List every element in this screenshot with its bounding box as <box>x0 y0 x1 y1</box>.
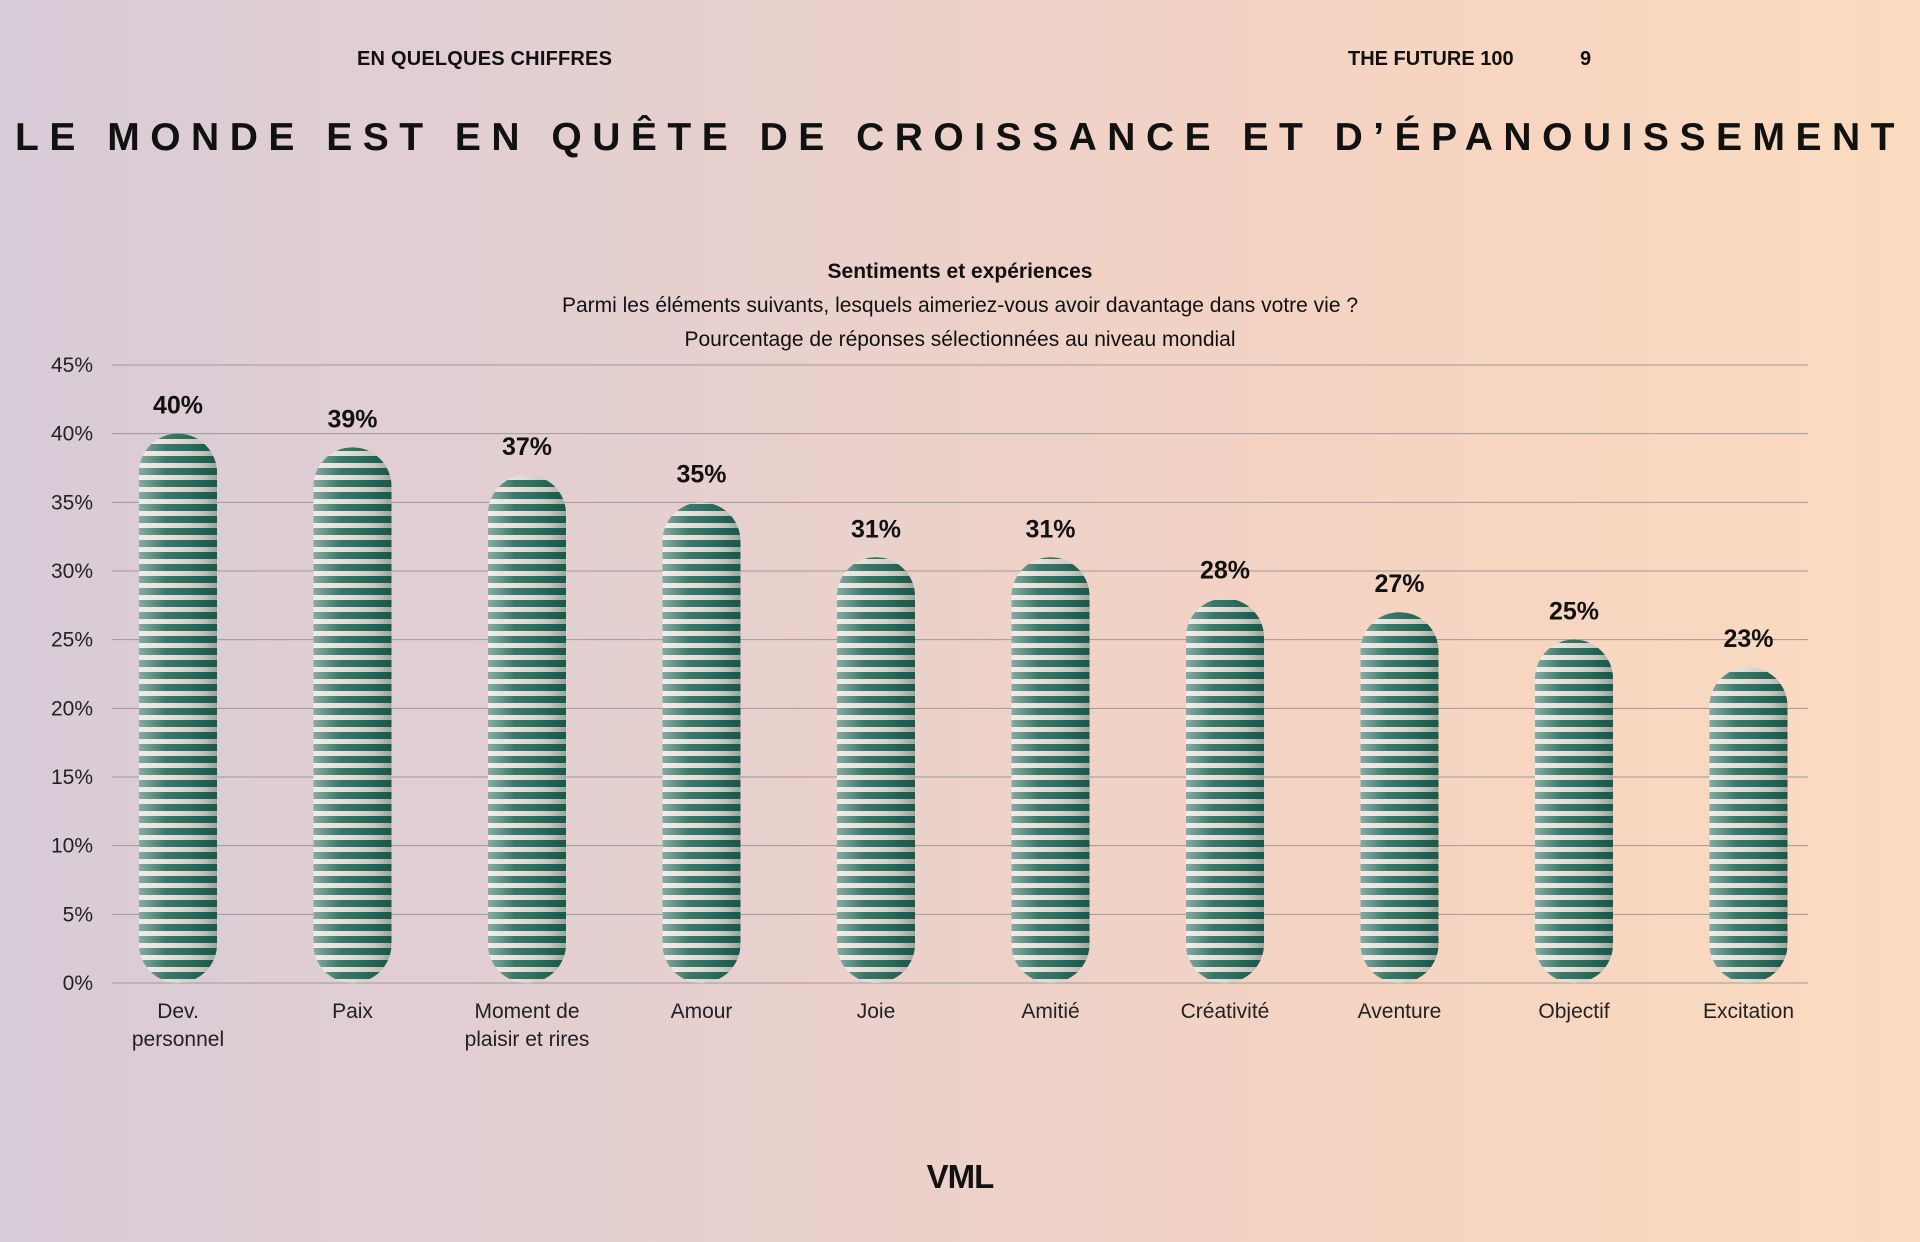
x-tick-label: Paix <box>332 1000 373 1023</box>
page-title: LE MONDE EST EN QUÊTE DE CROISSANCE ET D… <box>15 116 1905 159</box>
section-label: EN QUELQUES CHIFFRES <box>357 48 613 70</box>
bar-shading <box>488 474 566 983</box>
bar-shading <box>1709 667 1788 983</box>
data-label: 37% <box>502 433 552 461</box>
x-tick-label: personnel <box>132 1028 224 1051</box>
x-tick-label: Joie <box>857 1000 896 1023</box>
data-label: 23% <box>1723 625 1773 653</box>
x-tick-label: Moment de <box>474 1000 579 1023</box>
bar-shading <box>662 502 741 983</box>
y-tick-label: 40% <box>51 423 93 446</box>
page-number: 9 <box>1580 48 1592 70</box>
y-tick-label: 45% <box>51 354 93 377</box>
data-label: 40% <box>153 392 203 420</box>
data-label: 35% <box>676 460 726 488</box>
y-tick-label: 15% <box>51 766 93 789</box>
y-tick-label: 5% <box>63 903 93 926</box>
x-tick-label: Créativité <box>1181 1000 1270 1023</box>
bar-shading <box>313 447 392 983</box>
bar-shading <box>837 557 915 983</box>
x-tick-label: Excitation <box>1703 1000 1794 1023</box>
y-tick-label: 0% <box>63 972 93 995</box>
y-tick-label: 35% <box>51 491 93 514</box>
chart-title: Sentiments et expériences <box>827 260 1093 283</box>
vml-logo: VML <box>926 1158 995 1195</box>
bar-shading <box>1186 598 1264 983</box>
x-tick-label: plaisir et rires <box>465 1028 590 1051</box>
data-label: 31% <box>851 515 901 543</box>
bar-shading <box>1011 557 1090 983</box>
publication-title: THE FUTURE 100 <box>1348 48 1514 70</box>
x-tick-label: Amour <box>671 1000 733 1023</box>
y-tick-label: 20% <box>51 697 93 720</box>
x-tick-label: Objectif <box>1538 1000 1609 1023</box>
chart-subtitle: Parmi les éléments suivants, lesquels ai… <box>561 294 1359 317</box>
y-tick-label: 30% <box>51 560 93 583</box>
y-tick-label: 10% <box>51 835 93 858</box>
data-label: 31% <box>1025 515 1075 543</box>
data-label: 25% <box>1549 598 1599 626</box>
x-tick-label: Dev. <box>157 1000 199 1023</box>
data-label: 27% <box>1374 570 1424 598</box>
x-tick-label: Aventure <box>1358 1000 1442 1023</box>
x-tick-label: Amitié <box>1021 1000 1079 1023</box>
y-tick-label: 25% <box>51 629 93 652</box>
bar-shading <box>139 433 217 984</box>
bar-shading <box>1535 639 1613 983</box>
chart-subtitle-2: Pourcentage de réponses sélectionnées au… <box>684 328 1236 351</box>
data-label: 28% <box>1200 556 1250 584</box>
data-label: 39% <box>327 405 377 433</box>
bar-shading <box>1360 612 1439 983</box>
